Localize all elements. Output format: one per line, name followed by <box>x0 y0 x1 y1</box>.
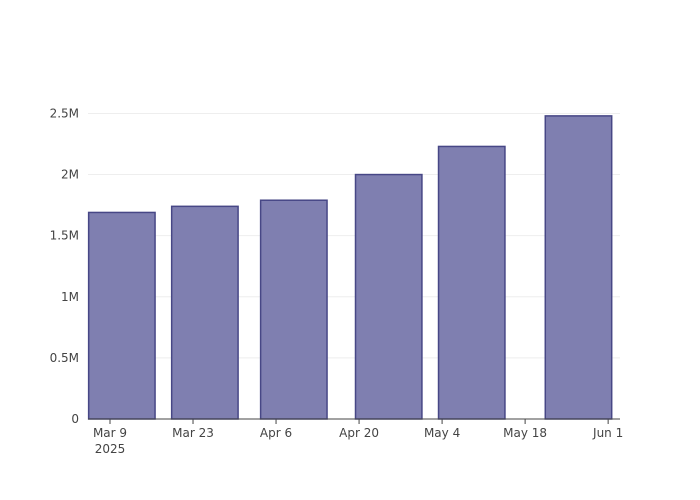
y-tick-label: 1.5M <box>50 228 79 242</box>
y-tick-label: 2M <box>61 167 79 181</box>
bar <box>437 145 506 420</box>
x-tick-label: Mar 23 <box>172 426 214 440</box>
y-tick-label: 1M <box>61 289 79 303</box>
bar <box>544 115 613 420</box>
bar <box>170 205 239 420</box>
x-tick-label: Apr 6 <box>260 426 292 440</box>
y-tick-label: 0 <box>71 412 79 426</box>
bar <box>259 199 328 420</box>
x-tick-label: Jun 1 <box>592 426 623 440</box>
y-tick-label: 2.5M <box>50 106 79 120</box>
x-tick-label: Apr 20 <box>339 426 379 440</box>
x-tick-label: May 4 <box>424 426 460 440</box>
x-tick-label: May 18 <box>503 426 547 440</box>
y-tick-label: 0.5M <box>50 350 79 364</box>
bar <box>354 173 423 420</box>
bar <box>87 211 156 420</box>
x-tick-label: Mar 9 2025 <box>93 426 127 456</box>
